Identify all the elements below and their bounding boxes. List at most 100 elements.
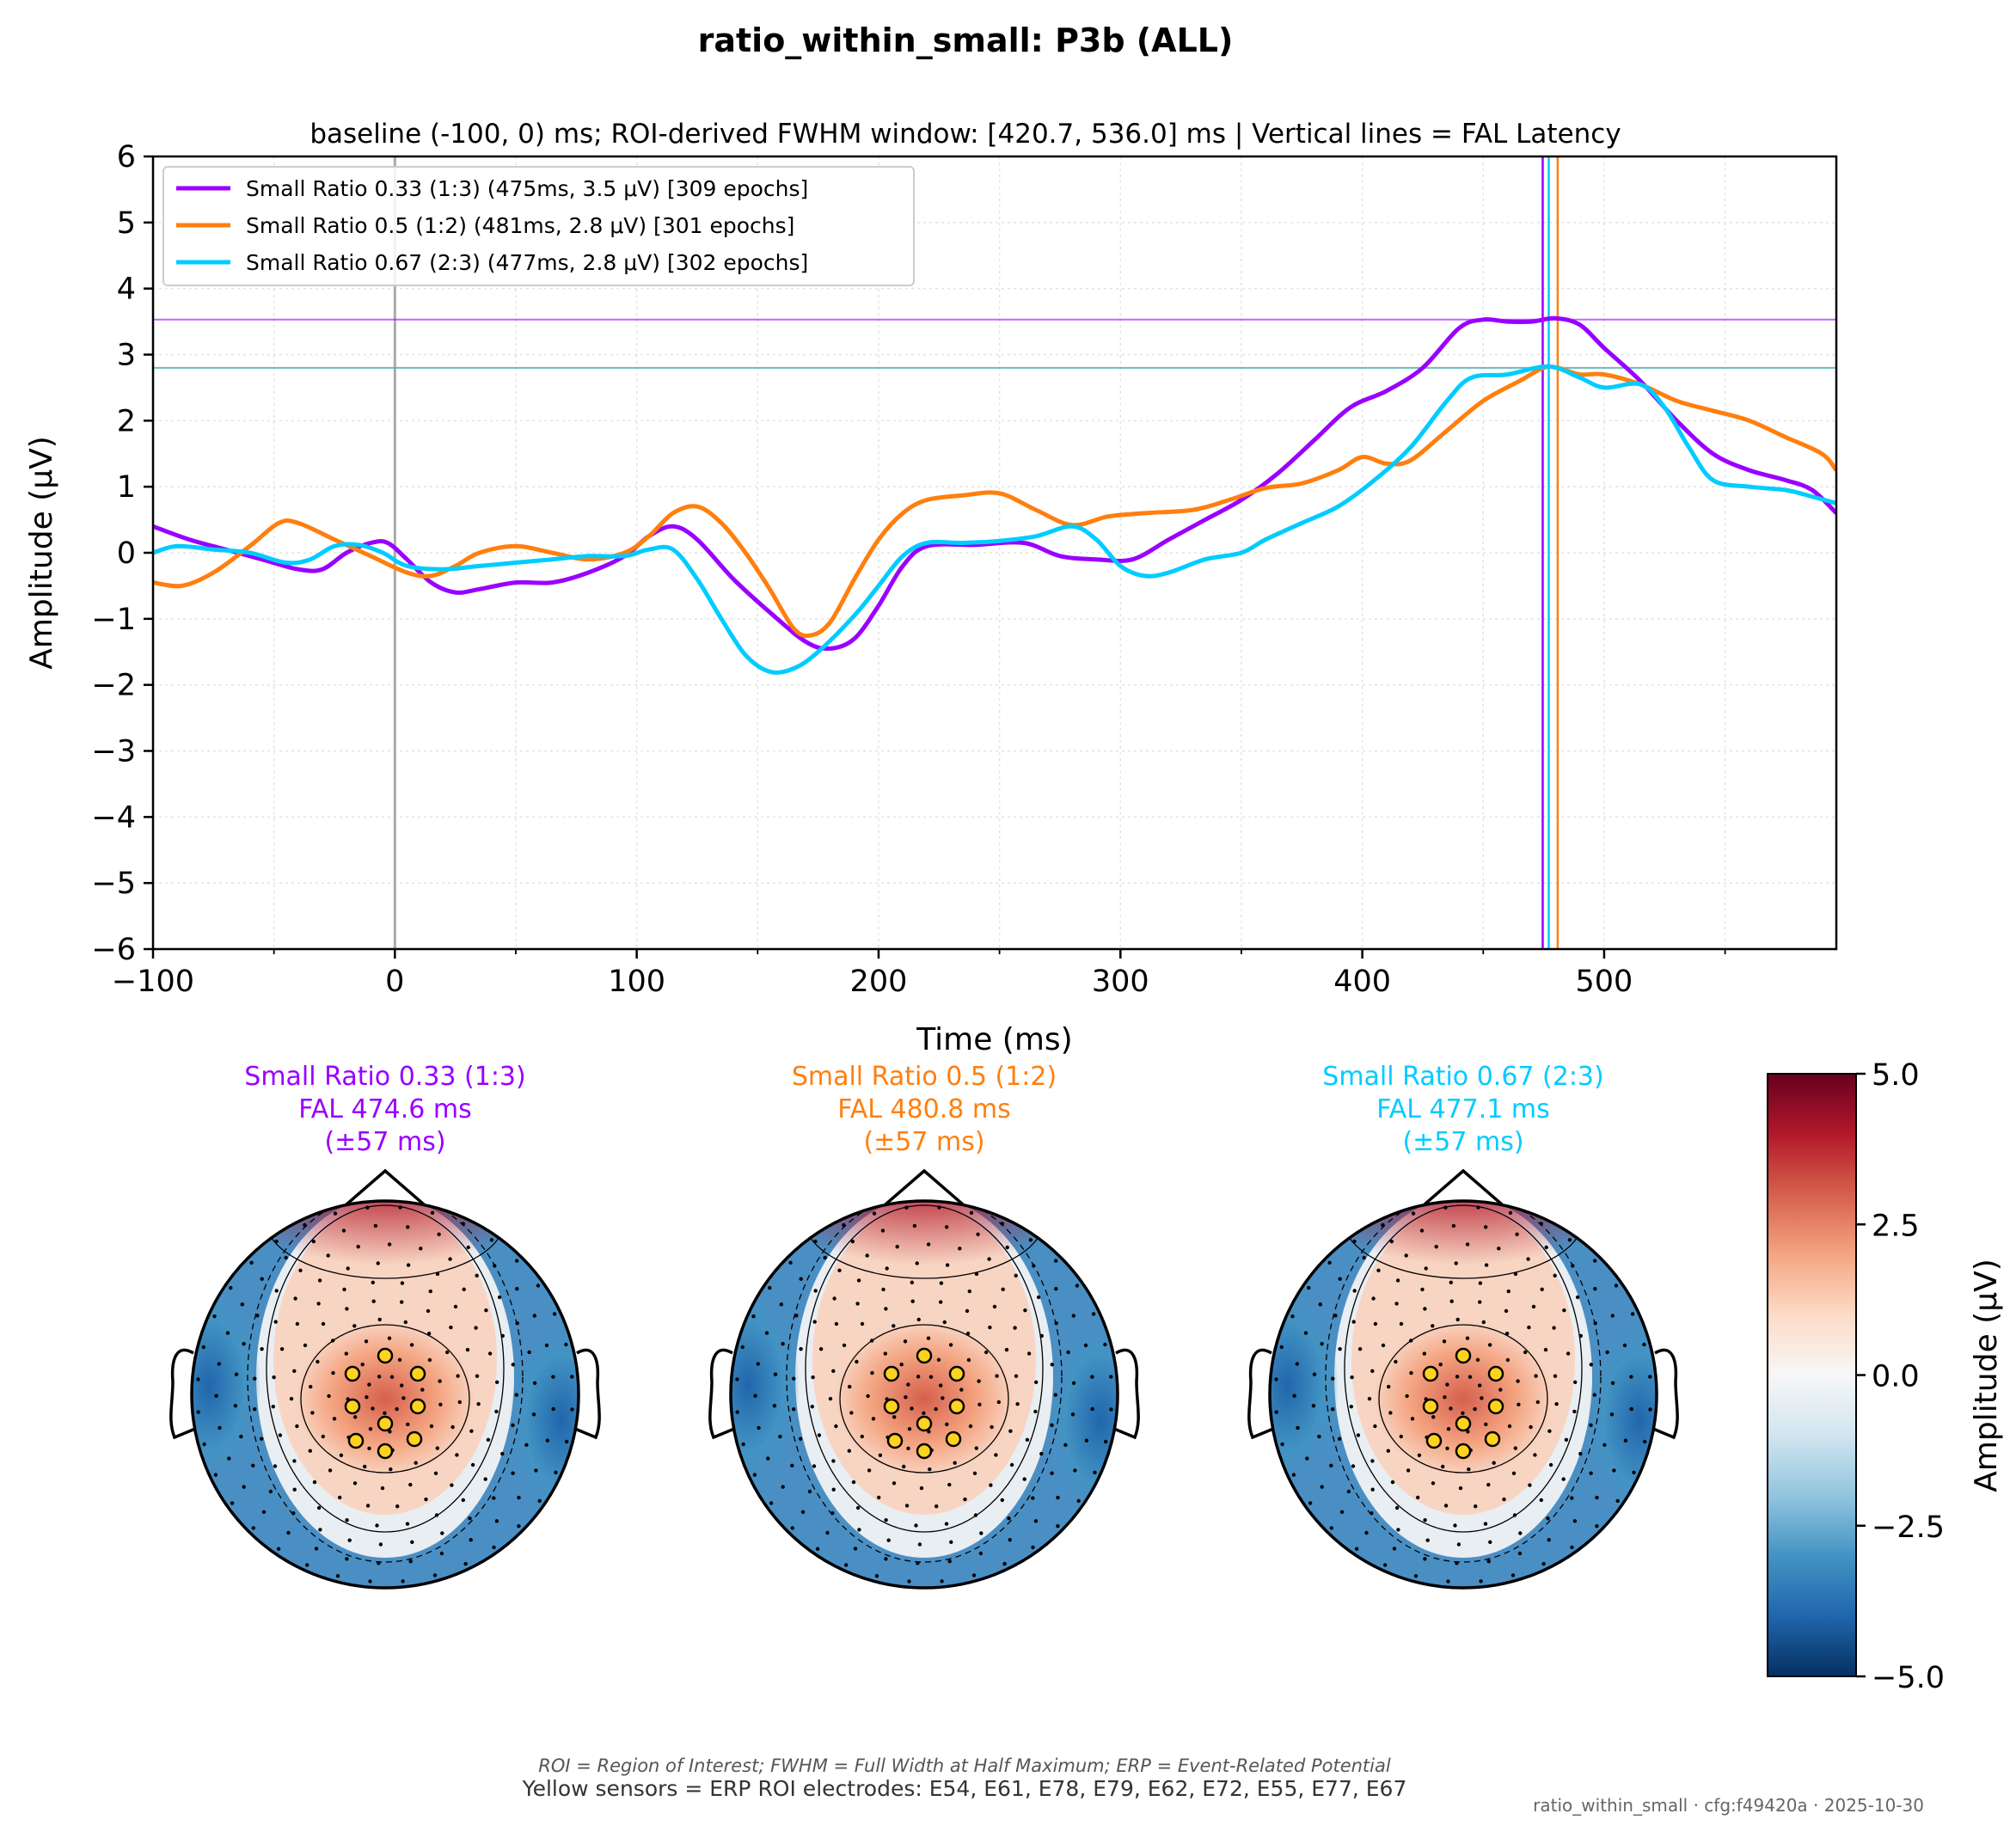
sensor-dot [1572, 1519, 1578, 1523]
sensor-dot [919, 1486, 924, 1491]
contour-line [1378, 1324, 1548, 1473]
nose-outline [345, 1168, 426, 1206]
roi-sensor [347, 1432, 365, 1449]
sensor-dot [492, 1545, 496, 1550]
sensor-dot [1547, 1429, 1552, 1433]
sensor-dot [855, 1505, 861, 1510]
sensor-dot [268, 1489, 273, 1494]
sensor-dot [461, 1222, 465, 1226]
sensor-dot [1362, 1255, 1366, 1260]
contour-line-negative [1325, 1201, 1602, 1563]
sensor-dot [273, 1464, 278, 1468]
sensor-dot [1445, 1382, 1449, 1387]
sensor-dot [1073, 1468, 1077, 1473]
sensor-dot [367, 1446, 371, 1451]
sensor-dot [1364, 1530, 1369, 1535]
sensor-dot [988, 1325, 992, 1330]
sensor-dot [817, 1433, 822, 1437]
sensor-dot [1505, 1357, 1510, 1363]
sensor-dot [1395, 1278, 1400, 1283]
sensor-dot [848, 1384, 852, 1389]
sensor-dot [1308, 1501, 1313, 1505]
sensor-dot [1502, 1497, 1506, 1502]
sensor-dot [886, 1538, 891, 1542]
sensor-dot [815, 1547, 820, 1551]
sensor-dot [1507, 1424, 1512, 1429]
y-tick-label: 4 [117, 273, 136, 307]
sensor-dot [1479, 1579, 1483, 1584]
sensor-dot [967, 1289, 972, 1294]
sensor-dot [1527, 1325, 1531, 1330]
sensor-dot [1541, 1561, 1546, 1566]
sensor-dot [317, 1278, 322, 1283]
sensor-dot [1539, 1498, 1544, 1503]
sensor-dot [274, 1239, 279, 1244]
sensor-dot [834, 1424, 838, 1429]
sensor-dot [902, 1464, 906, 1469]
sensor-dot [1531, 1304, 1536, 1309]
sensor-dot [536, 1284, 541, 1288]
sensor-dot [1311, 1404, 1316, 1408]
sensor-dot [1031, 1496, 1035, 1500]
sensor-dot [773, 1372, 778, 1376]
sensor-dot [1009, 1462, 1014, 1467]
axis-ticks: −100 0 100 200 300 400 500 −6 −5 −4 −3 −2 −1 0 1 2 3 4 5 6 [91, 140, 1726, 999]
sensor-dot [1562, 1308, 1566, 1313]
sensor-dot [910, 1299, 915, 1303]
sensor-dot [1517, 1402, 1521, 1407]
sensor-dot [338, 1495, 342, 1500]
sensor-dot [534, 1468, 538, 1473]
sensor-dot [433, 1471, 438, 1476]
sensor-dot [327, 1394, 331, 1399]
sensor-dot [904, 1504, 910, 1508]
sensor-dot [401, 1396, 406, 1400]
sensor-dot [851, 1480, 856, 1485]
sensor-dot [1443, 1504, 1449, 1508]
sensor-dot [1023, 1308, 1027, 1313]
sensor-dot [1578, 1451, 1583, 1456]
sensor-dot [1511, 1471, 1517, 1476]
figure-suptitle: ratio_within_small: P3b (ALL) [698, 21, 1234, 59]
sensor-dot [331, 1370, 335, 1375]
sensor-dot [1050, 1471, 1054, 1475]
sensor-dot [295, 1321, 300, 1326]
sensor-dot [751, 1314, 756, 1319]
sensor-dot [1648, 1375, 1652, 1379]
sensor-dot [278, 1433, 283, 1437]
sensor-dot [341, 1228, 346, 1233]
sensor-dot [1376, 1268, 1381, 1273]
sensor-dot [1399, 1434, 1404, 1439]
sensor-dot [881, 1287, 885, 1292]
sensor-dot [872, 1211, 877, 1216]
sensor-dot [419, 1247, 423, 1251]
contour-line [805, 1204, 1044, 1533]
sensor-dot [1032, 1264, 1036, 1268]
sensor-dot [855, 1359, 859, 1364]
sensor-dot [455, 1453, 459, 1457]
topomap-sd: (±57 ms) [1402, 1127, 1523, 1157]
sensor-dot [1533, 1453, 1537, 1457]
sensor-dot [1570, 1496, 1574, 1500]
sensor-dot [884, 1518, 888, 1522]
sensor-dot [1387, 1384, 1391, 1389]
sensor-dot [517, 1495, 521, 1500]
sensor-dot [895, 1245, 899, 1249]
y-tick-label: −3 [91, 735, 136, 769]
sensor-dot [303, 1222, 307, 1228]
sensor-dot [878, 1453, 883, 1458]
sensor-dot [260, 1277, 264, 1281]
sensor-dot [253, 1376, 257, 1381]
sensor-dot [939, 1281, 944, 1285]
sensor-dot [965, 1332, 971, 1336]
sensor-dot [279, 1347, 285, 1351]
sensor-dot [1392, 1547, 1397, 1551]
sensor-dot [1305, 1456, 1309, 1461]
sensor-dot [347, 1538, 352, 1542]
sensor-dot [1004, 1347, 1009, 1352]
sensor-dot [825, 1530, 830, 1535]
sensor-dot [1054, 1321, 1058, 1326]
topomap-title: Small Ratio 0.5 (1:2) [792, 1062, 1057, 1092]
sensor-dot [326, 1253, 330, 1258]
sensor-dot [292, 1487, 297, 1492]
sensor-dot [1028, 1238, 1033, 1242]
